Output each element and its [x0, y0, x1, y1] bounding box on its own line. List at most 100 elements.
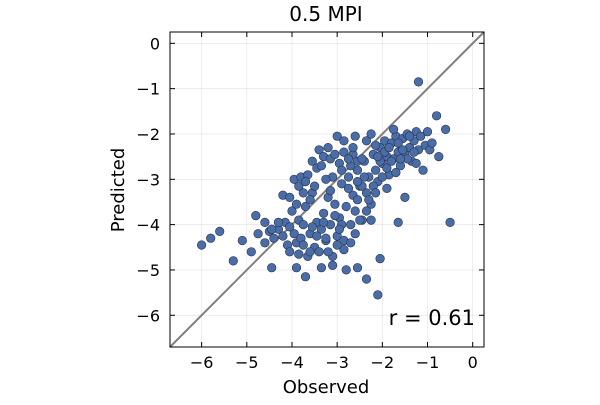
data-point — [307, 222, 317, 232]
data-point — [319, 208, 329, 218]
data-point — [323, 143, 333, 153]
data-point — [305, 247, 315, 257]
data-points — [197, 77, 455, 300]
data-point — [330, 211, 340, 221]
data-point — [371, 165, 381, 175]
data-point — [389, 124, 399, 134]
data-point — [350, 131, 360, 141]
data-point — [409, 147, 419, 157]
y-axis-label: Predicted — [108, 148, 129, 233]
data-point — [298, 240, 308, 250]
data-point — [285, 222, 295, 232]
data-point — [332, 131, 342, 141]
data-point — [330, 149, 340, 159]
data-point — [228, 256, 238, 266]
data-point — [391, 167, 401, 178]
y-tick-label: −5 — [136, 261, 160, 280]
data-point — [343, 172, 354, 182]
data-point — [291, 263, 302, 273]
data-point — [246, 247, 256, 257]
data-point — [337, 179, 347, 189]
data-point — [432, 111, 442, 121]
data-point — [411, 158, 421, 168]
data-point — [377, 172, 387, 182]
data-point — [330, 199, 340, 209]
data-point — [305, 195, 315, 205]
data-point — [359, 172, 369, 182]
data-point — [197, 240, 207, 250]
data-point — [346, 238, 356, 248]
data-point — [434, 152, 444, 162]
data-point — [285, 247, 295, 257]
data-point — [294, 249, 304, 259]
data-point — [361, 206, 372, 216]
chart-title: 0.5 MPI — [289, 2, 362, 26]
data-point — [287, 206, 297, 216]
data-point — [269, 233, 279, 243]
data-point — [285, 192, 295, 202]
data-point — [314, 247, 324, 257]
data-point — [253, 229, 263, 239]
data-point — [352, 195, 363, 205]
x-tick-label: −3 — [325, 353, 349, 372]
axis-ticks: −6 −5 −4 −3 −2 −1 0 −6 −5 −4 −3 −2 −1 0 — [136, 32, 484, 372]
data-point — [332, 240, 342, 250]
x-tick-label: −2 — [371, 353, 395, 372]
x-tick-label: 0 — [468, 353, 478, 372]
data-point — [352, 177, 363, 187]
data-point — [371, 188, 381, 198]
data-point — [267, 224, 277, 234]
x-tick-label: −1 — [416, 353, 440, 372]
data-point — [319, 217, 329, 227]
data-point — [310, 181, 320, 191]
data-point — [384, 143, 394, 153]
data-point — [300, 201, 311, 212]
data-point — [375, 254, 385, 264]
data-point — [400, 192, 410, 202]
data-point — [373, 152, 383, 162]
data-point — [273, 217, 284, 227]
plot-frame — [169, 31, 485, 348]
data-point — [418, 165, 428, 175]
data-point — [323, 247, 333, 257]
data-point — [371, 140, 381, 150]
data-point — [348, 143, 358, 153]
data-point — [291, 199, 302, 209]
data-point — [361, 274, 372, 284]
data-point — [337, 165, 347, 175]
data-point — [382, 183, 392, 193]
data-point — [339, 136, 349, 146]
data-point — [321, 174, 331, 184]
data-point — [346, 220, 356, 230]
data-point — [251, 211, 261, 221]
data-point — [393, 217, 403, 227]
data-point — [321, 233, 331, 243]
y-tick-label: −2 — [136, 125, 160, 144]
data-point — [393, 138, 403, 148]
data-point — [355, 215, 365, 225]
data-point — [339, 245, 349, 255]
data-point — [316, 161, 327, 171]
data-point — [366, 215, 376, 225]
data-point — [441, 124, 451, 134]
data-point — [289, 229, 299, 239]
data-point — [328, 260, 338, 271]
data-point — [422, 127, 433, 137]
data-point — [366, 129, 376, 139]
data-point — [341, 265, 351, 275]
data-point — [325, 186, 336, 196]
grid — [170, 32, 484, 347]
y-tick-label: −1 — [136, 80, 160, 99]
data-point — [398, 145, 408, 155]
y-tick-label: −4 — [136, 216, 160, 235]
x-tick-label: −4 — [280, 353, 304, 372]
y-tick-label: −3 — [136, 170, 160, 189]
data-point — [298, 220, 308, 230]
data-point — [361, 136, 372, 146]
data-point — [350, 206, 360, 216]
data-point — [343, 154, 354, 164]
data-point — [413, 77, 424, 87]
data-point — [300, 177, 311, 187]
